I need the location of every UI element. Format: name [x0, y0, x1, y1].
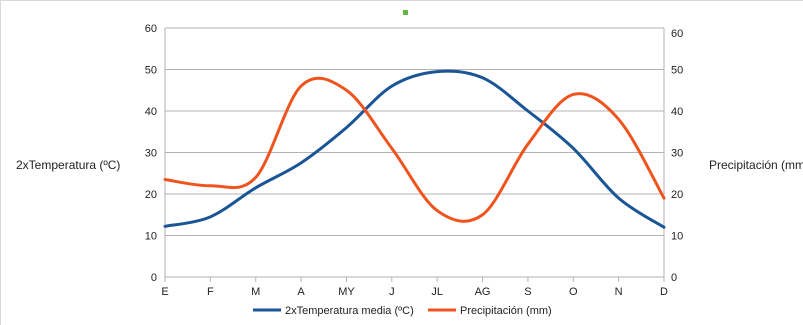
left-axis-ticks: 0 10 20 30 40 50 60	[145, 23, 157, 284]
y-axis-title: 2xTemperatura (ºC)	[16, 158, 120, 172]
x-tick-label: JL	[431, 286, 443, 298]
x-tick-label: MY	[338, 286, 355, 298]
x-tick-label: E	[161, 286, 168, 298]
y-tick-label: 40	[145, 106, 157, 118]
selection-handle[interactable]	[403, 10, 408, 15]
x-tick-label: S	[524, 286, 531, 298]
gridlines	[165, 27, 664, 278]
series-line-precipitation	[163, 76, 666, 223]
right-axis-ticks: 0 10 20 30 40 50 60	[671, 28, 683, 284]
y2-tick-label: 30	[671, 148, 683, 160]
x-tick-label: AG	[475, 286, 491, 298]
x-tick-label: N	[615, 286, 623, 298]
x-axis-ticks: E F M A MY J JL AG S O N D	[161, 277, 668, 298]
legend: 2xTemperatura media (ºC) Precipitación (m…	[253, 305, 552, 317]
y-tick-label: 60	[145, 23, 157, 35]
x-tick-label: J	[389, 286, 395, 298]
y2-tick-label: 50	[671, 65, 683, 77]
x-tick-label: M	[251, 286, 260, 298]
y2-axis-title: Precipitación (mm)	[709, 158, 803, 172]
axes	[164, 28, 665, 277]
y2-tick-label: 0	[671, 272, 677, 284]
y-tick-label: 0	[151, 272, 157, 284]
series-line-temperature	[163, 69, 666, 229]
legend-label-precipitation: Precipitación (mm)	[460, 305, 552, 317]
x-tick-label: A	[297, 286, 305, 298]
y2-tick-label: 10	[671, 231, 683, 243]
y2-tick-label: 20	[671, 189, 683, 201]
series-lines	[163, 69, 666, 229]
legend-label-temperature: 2xTemperatura media (ºC)	[285, 305, 414, 317]
x-tick-label: O	[569, 286, 578, 298]
y-tick-label: 20	[145, 189, 157, 201]
y2-tick-label: 60	[671, 28, 683, 40]
y-tick-label: 50	[145, 65, 157, 77]
y-tick-label: 10	[145, 231, 157, 243]
y2-tick-label: 40	[671, 106, 683, 118]
x-tick-label: D	[660, 286, 668, 298]
y-tick-label: 30	[145, 148, 157, 160]
x-tick-label: F	[207, 286, 214, 298]
